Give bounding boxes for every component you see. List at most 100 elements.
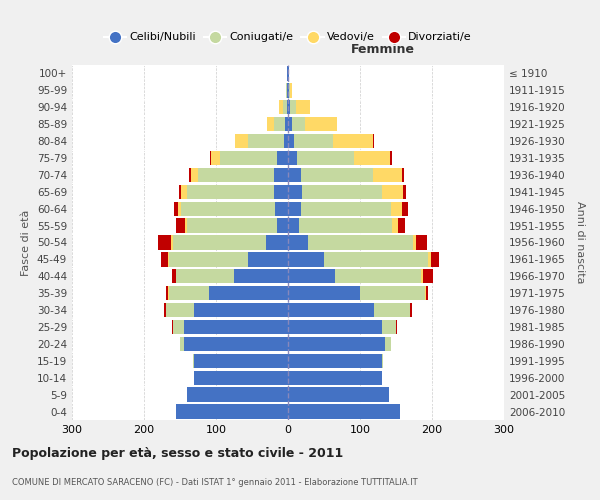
Bar [179,184,181,199]
Bar [288,236,308,250]
Bar [288,269,335,283]
Bar [174,202,178,216]
Bar [421,269,422,283]
Bar [274,168,288,182]
Bar [172,320,173,334]
Bar [285,117,288,132]
Bar [284,134,288,148]
Bar [181,202,275,216]
Bar [190,168,191,182]
Bar [385,336,391,351]
Bar [302,184,382,199]
Bar [288,100,290,114]
Bar [288,151,296,165]
Bar [288,252,324,266]
Bar [374,303,410,318]
Bar [194,370,288,385]
Bar [294,134,334,148]
Bar [287,100,288,114]
Bar [211,151,220,165]
Bar [382,354,383,368]
Bar [301,168,373,182]
Bar [288,320,382,334]
Bar [164,303,166,318]
Bar [413,236,416,250]
Bar [178,202,181,216]
Bar [308,236,413,250]
Bar [360,286,425,300]
Bar [161,252,168,266]
Bar [267,117,274,132]
Bar [290,83,292,98]
Bar [280,100,283,114]
Bar [185,218,187,233]
Bar [235,134,248,148]
Bar [391,202,402,216]
Bar [288,134,294,148]
Bar [288,303,374,318]
Bar [220,151,277,165]
Bar [390,151,392,165]
Bar [410,303,412,318]
Bar [422,269,433,283]
Bar [248,252,288,266]
Bar [173,236,266,250]
Text: Femmine: Femmine [351,43,415,56]
Bar [248,134,284,148]
Bar [416,236,427,250]
Bar [292,117,305,132]
Bar [173,320,184,334]
Bar [299,218,392,233]
Bar [283,100,287,114]
Bar [431,252,439,266]
Bar [396,320,397,334]
Bar [274,117,285,132]
Legend: Celibi/Nubili, Coniugati/e, Vedovi/e, Divorziati/e: Celibi/Nubili, Coniugati/e, Vedovi/e, Di… [100,28,476,47]
Bar [392,218,398,233]
Bar [305,117,337,132]
Bar [180,336,184,351]
Bar [209,286,288,300]
Bar [287,83,288,98]
Bar [198,168,274,182]
Bar [402,202,407,216]
Bar [187,388,288,402]
Text: COMUNE DI MERCATO SARACENO (FC) - Dati ISTAT 1° gennaio 2011 - Elaborazione TUTT: COMUNE DI MERCATO SARACENO (FC) - Dati I… [12,478,418,487]
Bar [210,151,211,165]
Bar [169,252,248,266]
Bar [288,83,289,98]
Bar [288,66,289,80]
Bar [277,218,288,233]
Bar [324,252,428,266]
Bar [288,286,360,300]
Bar [184,336,288,351]
Bar [382,320,396,334]
Bar [172,269,176,283]
Bar [194,303,288,318]
Bar [288,202,301,216]
Bar [181,184,187,199]
Bar [289,83,290,98]
Y-axis label: Fasce di età: Fasce di età [22,210,31,276]
Bar [428,252,431,266]
Y-axis label: Anni di nascita: Anni di nascita [575,201,585,284]
Bar [277,151,288,165]
Bar [288,184,302,199]
Bar [191,168,198,182]
Bar [158,236,170,250]
Bar [301,202,391,216]
Bar [169,286,209,300]
Bar [176,269,234,283]
Bar [288,370,382,385]
Bar [296,100,310,114]
Bar [402,168,404,182]
Bar [194,354,288,368]
Bar [296,151,354,165]
Bar [234,269,288,283]
Bar [168,252,169,266]
Bar [166,286,169,300]
Bar [286,83,287,98]
Bar [288,336,385,351]
Bar [373,168,402,182]
Bar [166,303,194,318]
